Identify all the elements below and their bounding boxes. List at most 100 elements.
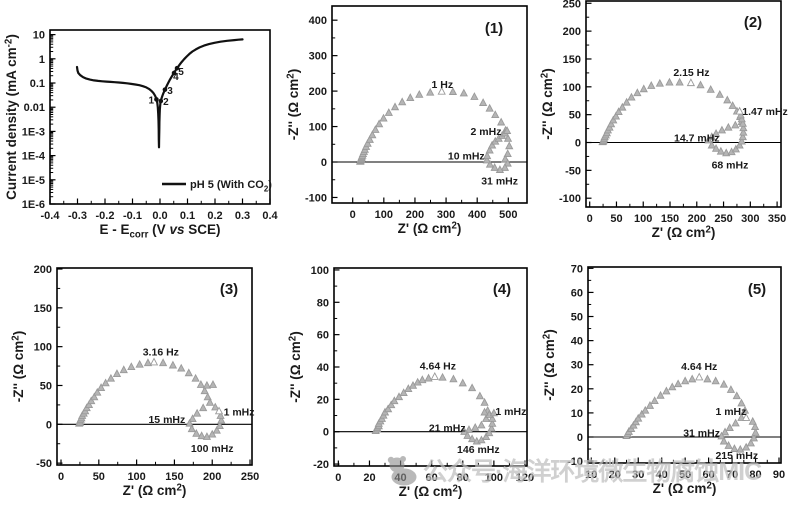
x-tick-label: 10 bbox=[585, 469, 597, 481]
annotation-31-mhz: 31 mHz bbox=[683, 428, 720, 440]
axes: 10 20 30 40 50 60 70 80 90 -10 0 10 20 30 40 50 60 70 bbox=[567, 263, 785, 481]
x-axis-label: Z' (Ω cm2) bbox=[399, 484, 463, 500]
annotation-1-mhz: 1 mHz bbox=[224, 406, 255, 418]
y-tick-label: -50 bbox=[565, 165, 581, 177]
x-tick-label: 120 bbox=[516, 472, 534, 484]
x-axis-label: E - Ecorr (V vs SCE) bbox=[100, 222, 221, 241]
y-tick-label: 100 bbox=[563, 82, 581, 94]
annotation-10-mhz: 10 mHz bbox=[448, 150, 485, 162]
x-tick-label: 200 bbox=[688, 213, 706, 225]
polarization-plot: -0.4 -0.3 -0.2 -0.1 0.0 0.1 0.2 0.3 0.4 10 1 0.1 0.0… bbox=[4, 29, 279, 241]
x-tick-label: 350 bbox=[768, 213, 786, 225]
curve-point-label-3: 3 bbox=[167, 86, 173, 97]
x-tick-label: 0.3 bbox=[235, 210, 250, 222]
x-tick-label: 60 bbox=[702, 469, 714, 481]
y-tick-label: 50 bbox=[569, 110, 581, 122]
y-tick-label: 200 bbox=[563, 26, 581, 38]
annotation-2.15-hz: 2.15 Hz bbox=[673, 67, 709, 79]
y-tick-label: 10 bbox=[571, 408, 583, 420]
x-tick-label: -0.4 bbox=[41, 210, 61, 222]
x-tick-label: 60 bbox=[426, 472, 438, 484]
annotation-1-mhz: 1 mHz bbox=[715, 406, 746, 418]
x-tick-label: 0.2 bbox=[207, 210, 222, 222]
x-tick-label: -0.2 bbox=[96, 210, 115, 222]
nyquist-plot-4: 0 20 40 60 80 100 120 -20 0 20 40 60 80 100 Z' (Ω cm2)… bbox=[288, 265, 535, 499]
nyquist-plot-1: 0 100 200 300 400 500 -100 0 100 200 300 400 Z' (Ω c… bbox=[286, 5, 528, 237]
y-tick-label: -50 bbox=[36, 458, 52, 470]
annotation-2-mhz: 2 mHz bbox=[471, 126, 502, 138]
x-axis-label: Z' (Ω cm2) bbox=[398, 221, 462, 237]
x-tick-label: 0 bbox=[58, 471, 64, 483]
curve-point-label-1: 1 bbox=[149, 96, 155, 107]
annotation-3.16-hz: 3.16 Hz bbox=[143, 347, 179, 359]
data-points bbox=[598, 77, 748, 157]
x-tick-label: 100 bbox=[634, 213, 652, 225]
plot-frame bbox=[585, 0, 782, 208]
x-tick-label: 0.1 bbox=[180, 210, 195, 222]
y-tick-label: 0 bbox=[575, 138, 581, 150]
annotation-31-mhz: 31 mHz bbox=[481, 176, 518, 188]
y-axis-label: -Z'' (Ω cm2) bbox=[540, 68, 556, 139]
panel-label: (5) bbox=[748, 281, 766, 298]
polarization-curve-line bbox=[75, 38, 244, 149]
y-tick-label: 1E-4 bbox=[22, 151, 46, 163]
nyquist-plot-3: 0 50 100 150 200 250 -50 0 50 100 150 200 Z' (Ω cm2)… bbox=[11, 264, 260, 498]
y-tick-label: 150 bbox=[34, 303, 52, 315]
x-tick-label: 20 bbox=[609, 469, 621, 481]
x-tick-label: 40 bbox=[394, 472, 406, 484]
y-axis-label: Current density (mA cm-2) bbox=[4, 34, 20, 200]
y-tick-label: 40 bbox=[317, 362, 329, 374]
y-tick-label: 0.01 bbox=[24, 102, 45, 114]
data-points bbox=[356, 86, 514, 173]
x-tick-label: -0.3 bbox=[68, 210, 87, 222]
x-axis-label: Z' (Ω cm2) bbox=[652, 225, 716, 241]
annotation-100-mhz: 100 mHz bbox=[191, 443, 234, 455]
y-tick-label: 60 bbox=[317, 330, 329, 342]
y-tick-label: 200 bbox=[309, 86, 327, 98]
curve-point-3 bbox=[162, 87, 168, 92]
y-tick-label: -100 bbox=[305, 192, 327, 204]
annotation-68-mhz: 68 mHz bbox=[712, 159, 749, 171]
y-tick-label: -20 bbox=[313, 459, 329, 471]
x-tick-label: 70 bbox=[726, 469, 738, 481]
y-tick-label: 100 bbox=[311, 265, 329, 277]
axes: 0 100 200 300 400 500 -100 0 100 200 300 400 bbox=[305, 15, 518, 221]
x-tick-label: 200 bbox=[203, 471, 221, 483]
y-tick-label: 40 bbox=[571, 336, 583, 348]
x-tick-label: 0.0 bbox=[152, 210, 167, 222]
plot-frame bbox=[56, 267, 253, 466]
y-axis-label: -Z'' (Ω cm2) bbox=[542, 329, 558, 400]
y-tick-label: 60 bbox=[571, 287, 583, 299]
x-tick-label: 300 bbox=[437, 209, 455, 221]
x-tick-label: 0.4 bbox=[262, 210, 278, 222]
legend: pH 5 (With CO2) bbox=[162, 179, 272, 194]
y-tick-label: 30 bbox=[571, 360, 583, 372]
annotation-15-mhz: 15 mHz bbox=[148, 414, 185, 426]
x-tick-label: 150 bbox=[661, 213, 679, 225]
y-axis-label: -Z'' (Ω cm2) bbox=[286, 69, 302, 140]
y-tick-label: 50 bbox=[571, 312, 583, 324]
y-tick-label: 250 bbox=[563, 0, 581, 10]
y-tick-label: 20 bbox=[317, 394, 329, 406]
axes: 0 50 100 150 200 250 300 350 -100 -50 0 50 100 150 200… bbox=[559, 0, 786, 225]
annotation-1-mhz: 1 mHz bbox=[495, 406, 526, 418]
plot-frame bbox=[587, 266, 782, 464]
x-tick-label: 150 bbox=[165, 471, 183, 483]
panel-label: (3) bbox=[220, 281, 238, 298]
curve-point-label-2: 2 bbox=[163, 97, 169, 108]
y-tick-label: 0 bbox=[577, 432, 583, 444]
x-tick-label: 500 bbox=[499, 209, 517, 221]
curve-point-2 bbox=[158, 98, 164, 104]
x-tick-label: 100 bbox=[127, 471, 145, 483]
legend-label: pH 5 (With CO2) bbox=[190, 179, 272, 194]
y-tick-label: 100 bbox=[34, 342, 52, 354]
y-tick-label: 70 bbox=[571, 263, 583, 275]
data-points bbox=[622, 372, 760, 453]
y-tick-label: -10 bbox=[567, 456, 583, 468]
y-tick-label: 80 bbox=[317, 297, 329, 309]
curve-point-label-4: 4 bbox=[173, 72, 179, 83]
y-tick-label: 100 bbox=[309, 122, 327, 134]
data-points bbox=[75, 357, 226, 440]
y-tick-label: 150 bbox=[563, 54, 581, 66]
